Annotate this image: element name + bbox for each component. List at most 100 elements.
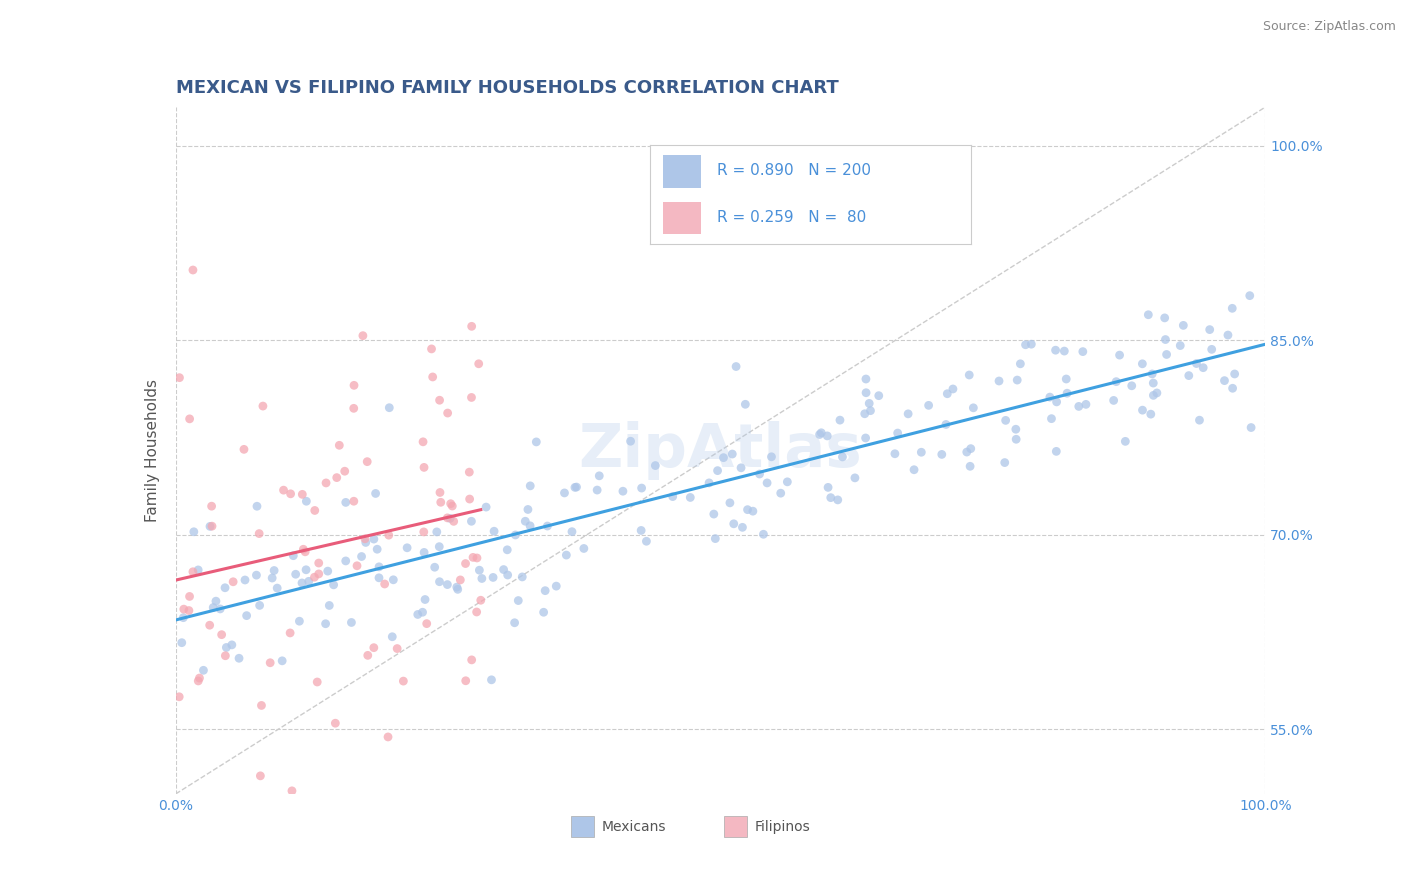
Point [458, 465, 481, 479]
Point [817, 480, 839, 494]
Point [187, 673, 209, 688]
Point [761, 450, 783, 464]
Point [295, 563, 318, 577]
Point [363, 532, 385, 546]
Point [209, 602, 232, 616]
Point [769, 486, 792, 500]
Point [335, 554, 357, 568]
Point [644, 458, 666, 473]
Point [460, 391, 482, 405]
Point [247, 526, 270, 541]
Point [555, 548, 578, 562]
Point [295, 494, 318, 508]
Point [262, 571, 284, 585]
Point [446, 580, 468, 594]
Point [519, 518, 541, 533]
Point [454, 557, 477, 571]
Point [827, 492, 849, 507]
Point [935, 417, 957, 432]
Point [201, 519, 224, 533]
Point [565, 480, 588, 494]
Point [470, 593, 492, 607]
Point [167, 690, 190, 704]
Point [467, 357, 489, 371]
Point [844, 471, 866, 485]
Point [1105, 375, 1128, 389]
Point [454, 673, 477, 688]
Point [1004, 422, 1026, 436]
Point [356, 455, 378, 469]
Point [316, 564, 339, 578]
Point [318, 599, 340, 613]
Point [917, 398, 939, 412]
Point [413, 545, 436, 559]
Point [1046, 395, 1069, 409]
Point [228, 651, 250, 665]
Point [354, 532, 377, 546]
Point [188, 671, 211, 685]
Point [588, 468, 610, 483]
Point [1114, 434, 1136, 449]
Point [1142, 376, 1164, 390]
Point [853, 407, 876, 421]
Point [1153, 310, 1175, 325]
Point [436, 511, 458, 525]
Point [308, 556, 330, 570]
Point [294, 545, 316, 559]
Point [378, 401, 401, 415]
Point [308, 566, 330, 581]
Point [612, 484, 634, 499]
Point [364, 486, 387, 500]
Point [381, 630, 404, 644]
Point [179, 412, 201, 426]
Point [994, 413, 1017, 427]
Point [461, 550, 484, 565]
Point [1071, 344, 1094, 359]
Point [205, 594, 228, 608]
Point [533, 605, 555, 619]
Point [273, 483, 295, 497]
Point [564, 480, 586, 494]
Point [412, 524, 434, 539]
Point [169, 370, 191, 384]
Point [1222, 381, 1244, 395]
Point [524, 434, 547, 449]
Point [172, 610, 194, 624]
Point [886, 426, 908, 441]
Point [426, 524, 449, 539]
Point [897, 407, 920, 421]
Point [496, 568, 519, 582]
Point [1121, 378, 1143, 392]
Point [368, 559, 391, 574]
Text: Source: ZipAtlas.com: Source: ZipAtlas.com [1263, 20, 1396, 33]
Point [820, 491, 842, 505]
Point [465, 605, 488, 619]
Point [630, 481, 652, 495]
Point [561, 524, 583, 539]
Point [250, 698, 273, 713]
Point [1201, 343, 1223, 357]
Point [441, 499, 464, 513]
Point [737, 502, 759, 516]
Point [307, 675, 329, 690]
Point [636, 534, 658, 549]
Point [413, 592, 436, 607]
Point [828, 413, 851, 427]
Point [352, 328, 374, 343]
Point [429, 495, 451, 509]
Point [910, 445, 932, 459]
Point [1142, 388, 1164, 402]
Point [1137, 308, 1160, 322]
Point [1216, 328, 1239, 343]
Point [429, 574, 451, 589]
Point [679, 491, 702, 505]
Point [325, 716, 347, 731]
Point [233, 573, 256, 587]
Point [436, 577, 458, 591]
Point [460, 514, 482, 528]
Point [354, 535, 377, 549]
Point [706, 464, 728, 478]
Point [328, 438, 350, 452]
Point [377, 730, 399, 744]
Point [259, 656, 281, 670]
